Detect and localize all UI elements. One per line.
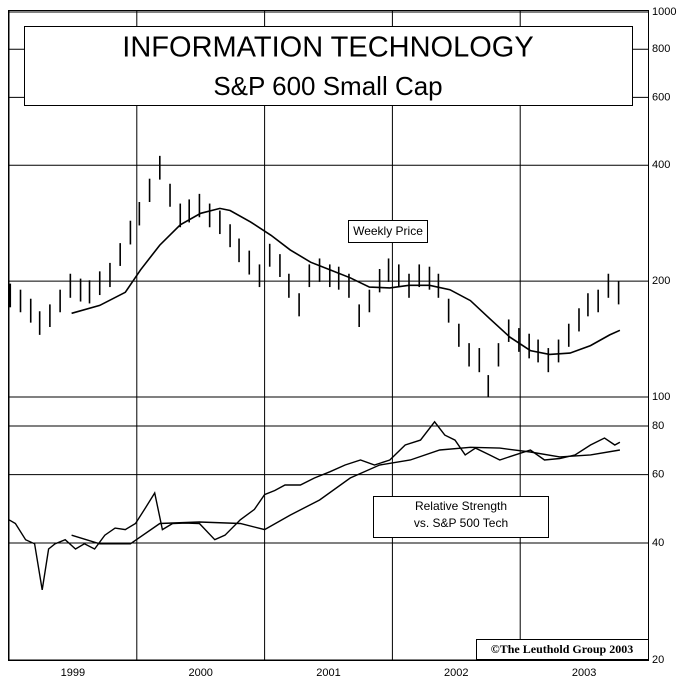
annotation: Weekly Price <box>353 224 423 238</box>
y-tick-label: 40 <box>652 537 664 549</box>
series-line <box>8 420 621 591</box>
y-tick-label: 600 <box>652 91 670 103</box>
y-tick-label: 400 <box>652 159 670 171</box>
y-tick-label: 20 <box>652 654 664 666</box>
plot-frame <box>8 10 649 661</box>
annotation: vs. S&P 500 Tech <box>414 516 508 530</box>
y-tick-label: 800 <box>652 43 670 55</box>
annotation-box <box>348 220 428 243</box>
title-box <box>24 26 633 106</box>
source: ©The Leuthold Group 2003 <box>491 642 633 656</box>
x-tick-label: 2000 <box>188 667 212 679</box>
chart-subtitle: S&P 600 Small Cap <box>213 71 442 101</box>
annotation-box <box>373 496 549 538</box>
y-tick-label: 100 <box>652 391 670 403</box>
annotation: Relative Strength <box>415 499 507 513</box>
data <box>8 155 621 591</box>
y-tick-label: 200 <box>652 275 670 287</box>
x-tick-label: 2002 <box>444 667 468 679</box>
source-box <box>476 639 649 660</box>
series-line <box>71 446 621 545</box>
chart-title: INFORMATION TECHNOLOGY <box>122 32 533 64</box>
y-tick-label: 1000 <box>652 6 676 18</box>
y-tick-label: 80 <box>652 420 664 432</box>
x-tick-label: 2001 <box>316 667 340 679</box>
x-tick-label: 2003 <box>572 667 596 679</box>
y-tick-label: 60 <box>652 468 664 480</box>
moving-average-line <box>71 207 621 356</box>
x-tick-label: 1999 <box>61 667 85 679</box>
